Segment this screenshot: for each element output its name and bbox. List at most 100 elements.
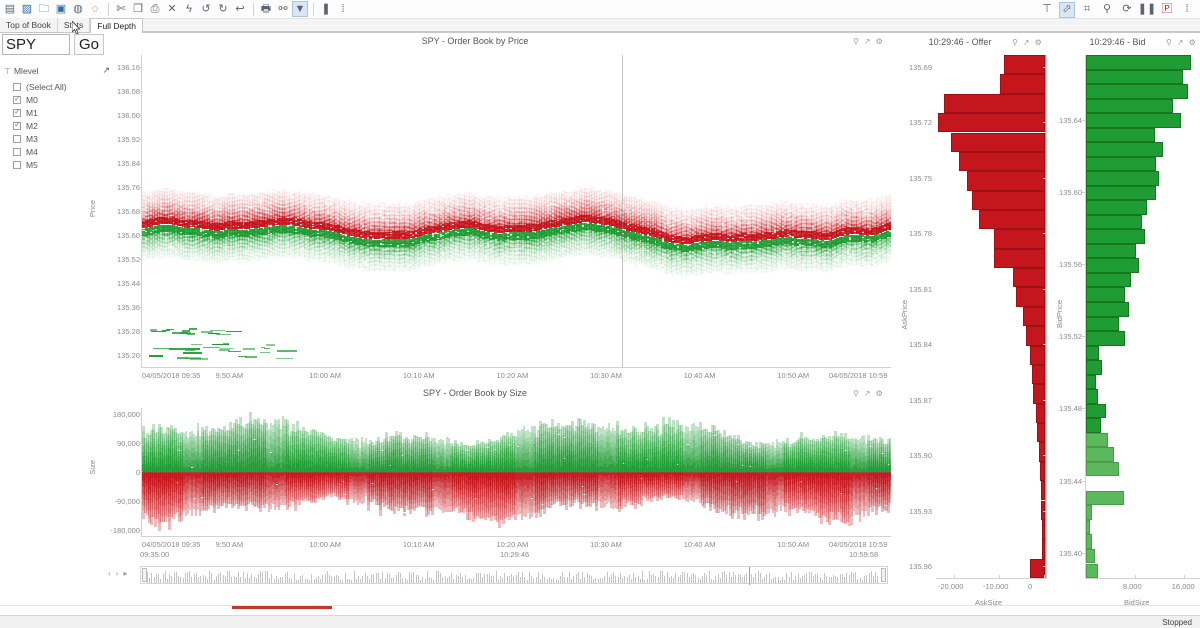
- link-icon[interactable]: ⚯: [275, 1, 291, 17]
- filter-funnel-icon: ⊤: [4, 67, 11, 76]
- heatmap-cell: [232, 193, 235, 195]
- checkbox-icon[interactable]: [13, 148, 21, 156]
- export-pdf-icon[interactable]: 🄿: [1159, 2, 1175, 18]
- remove-data-icon[interactable]: ◌: [87, 1, 103, 17]
- undo-icon[interactable]: ↺: [198, 1, 214, 17]
- heatmap-cell: [249, 259, 252, 261]
- heatmap-cell: [224, 261, 227, 263]
- heatmap-cell: [264, 259, 267, 261]
- mlevel-option-m2[interactable]: M2: [4, 119, 104, 132]
- main-toolbar: ▤ ▨ 🗀 ▣ ◍ ◌ ✄ ❐ ⎙ ✕ ϟ ↺ ↻ ↩ 🖶 ⚯ ▼ ❚ ⁞ ⊤ ⬀ ⌗ ⚲ ⟳ ❚❚ 🄿 ⁞: [0, 0, 1200, 19]
- mlevel-filter-panel: ⊤ Mlevel ↗ (Select All) M0 M1 M2 M3 M4 M5: [4, 66, 104, 171]
- heatmap-cell: [284, 256, 287, 258]
- tabstrip-filler: [143, 31, 1200, 32]
- checkbox-icon[interactable]: [13, 122, 21, 130]
- heatmap-cell: [247, 260, 250, 262]
- heatmap-cell: [392, 203, 395, 205]
- mlevel-option-label: M4: [26, 147, 38, 157]
- heatmap-cell: [219, 261, 222, 263]
- checkbox-icon[interactable]: [13, 135, 21, 143]
- open-folder-icon[interactable]: 🗀: [36, 1, 52, 17]
- print-icon[interactable]: 🖶: [258, 1, 274, 17]
- tool-dropdown-icon[interactable]: ⊤: [1039, 2, 1055, 18]
- heatmap-cell: [284, 189, 287, 191]
- mlevel-filter-title: Mlevel: [14, 66, 39, 76]
- heatmap-cell: [292, 257, 295, 259]
- heatmap-cell: [299, 190, 302, 192]
- mlevel-option-label: M2: [26, 121, 38, 131]
- overflow-icon[interactable]: ⁞: [1179, 2, 1195, 18]
- tab-full-depth[interactable]: Full Depth: [90, 18, 143, 33]
- heatmap-cell: [299, 258, 302, 260]
- zoom-tool-icon[interactable]: ⚲: [1099, 2, 1115, 18]
- mlevel-option-label: M1: [26, 108, 38, 118]
- marquee-select-icon[interactable]: ⌗: [1079, 2, 1095, 18]
- symbol-entry: Go: [0, 34, 110, 58]
- view-toolbar: ⊤ ⬀ ⌗ ⚲ ⟳ ❚❚ 🄿 ⁞: [1039, 0, 1196, 19]
- mlevel-option-label: M0: [26, 95, 38, 105]
- price-chart-x-axis: [141, 367, 891, 368]
- price-chart-popout-icon[interactable]: ↗: [864, 37, 871, 46]
- heatmap-cell: [227, 259, 230, 261]
- toolbar-separator: [108, 3, 109, 16]
- mlevel-option-m4[interactable]: M4: [4, 145, 104, 158]
- tab-top-of-book[interactable]: Top of Book: [0, 18, 58, 32]
- revert-icon[interactable]: ↩: [232, 1, 248, 17]
- layout-icon[interactable]: ▼: [292, 1, 308, 17]
- mlevel-option-m3[interactable]: M3: [4, 132, 104, 145]
- bookmark-icon[interactable]: ❚: [318, 1, 334, 17]
- checkbox-icon[interactable]: [13, 109, 21, 117]
- price-chart-panel-icons: ⚲ ↗ ⚙: [853, 37, 883, 46]
- mlevel-option-label: M5: [26, 160, 38, 170]
- add-data-icon[interactable]: ◍: [70, 1, 86, 17]
- delete-icon[interactable]: ✕: [164, 1, 180, 17]
- mlevel-option-m0[interactable]: M0: [4, 93, 104, 106]
- heatmap-cell: [367, 270, 370, 272]
- mlevel-option-selectall[interactable]: (Select All): [4, 80, 104, 93]
- pause-icon[interactable]: ❚❚: [1139, 2, 1155, 18]
- more-icon[interactable]: ⁞: [335, 1, 351, 17]
- heatmap-cell: [154, 257, 157, 259]
- copy-icon[interactable]: ❐: [130, 1, 146, 17]
- heatmap-cell: [347, 267, 350, 269]
- heatmap-cell: [257, 259, 260, 261]
- redo-icon[interactable]: ↻: [215, 1, 231, 17]
- toolbar-separator: [313, 3, 314, 16]
- paste-icon[interactable]: ⎙: [147, 1, 163, 17]
- toolbar-separator: [253, 3, 254, 16]
- heatmap-cell: [352, 268, 355, 270]
- go-button[interactable]: Go: [74, 34, 104, 55]
- checkbox-icon[interactable]: [13, 161, 21, 169]
- heatmap-cell: [174, 190, 177, 192]
- heatmap-cell: [289, 190, 292, 192]
- heatmap-cell: [352, 199, 355, 201]
- mlevel-option-m5[interactable]: M5: [4, 158, 104, 171]
- mlevel-filter-header: ⊤ Mlevel ↗: [4, 66, 104, 76]
- heatmap-cell: [339, 265, 342, 267]
- heatmap-cell: [189, 258, 192, 260]
- price-chart-title: SPY - Order Book by Price: [260, 36, 690, 46]
- save-icon[interactable]: ▣: [53, 1, 69, 17]
- pointer-tool-icon[interactable]: ⬀: [1059, 2, 1075, 18]
- heatmap-cell: [267, 190, 270, 192]
- checkbox-icon[interactable]: [13, 83, 21, 91]
- clear-icon[interactable]: ϟ: [181, 1, 197, 17]
- mlevel-option-m1[interactable]: M1: [4, 106, 104, 119]
- heatmap-cell: [167, 187, 170, 189]
- mlevel-option-label: M3: [26, 134, 38, 144]
- cut-icon[interactable]: ✄: [113, 1, 129, 17]
- heatmap-cell: [274, 257, 277, 259]
- refresh-icon[interactable]: ⟳: [1119, 2, 1135, 18]
- checkbox-icon[interactable]: [13, 96, 21, 104]
- symbol-input[interactable]: [2, 34, 70, 55]
- price-chart-search-icon[interactable]: ⚲: [853, 37, 859, 46]
- new-workbook-icon[interactable]: ▨: [19, 1, 35, 17]
- heatmap-cell: [402, 270, 405, 272]
- order-book-price-heatmap[interactable]: [142, 55, 891, 367]
- worksheet-tabs: Top of Book Stats Full Depth: [0, 19, 1200, 33]
- heatmap-cell: [309, 260, 312, 262]
- tab-stats[interactable]: Stats: [58, 18, 90, 32]
- menu-icon[interactable]: ▤: [2, 1, 18, 17]
- mlevel-option-label: (Select All): [26, 82, 67, 92]
- price-chart-settings-icon[interactable]: ⚙: [876, 37, 883, 46]
